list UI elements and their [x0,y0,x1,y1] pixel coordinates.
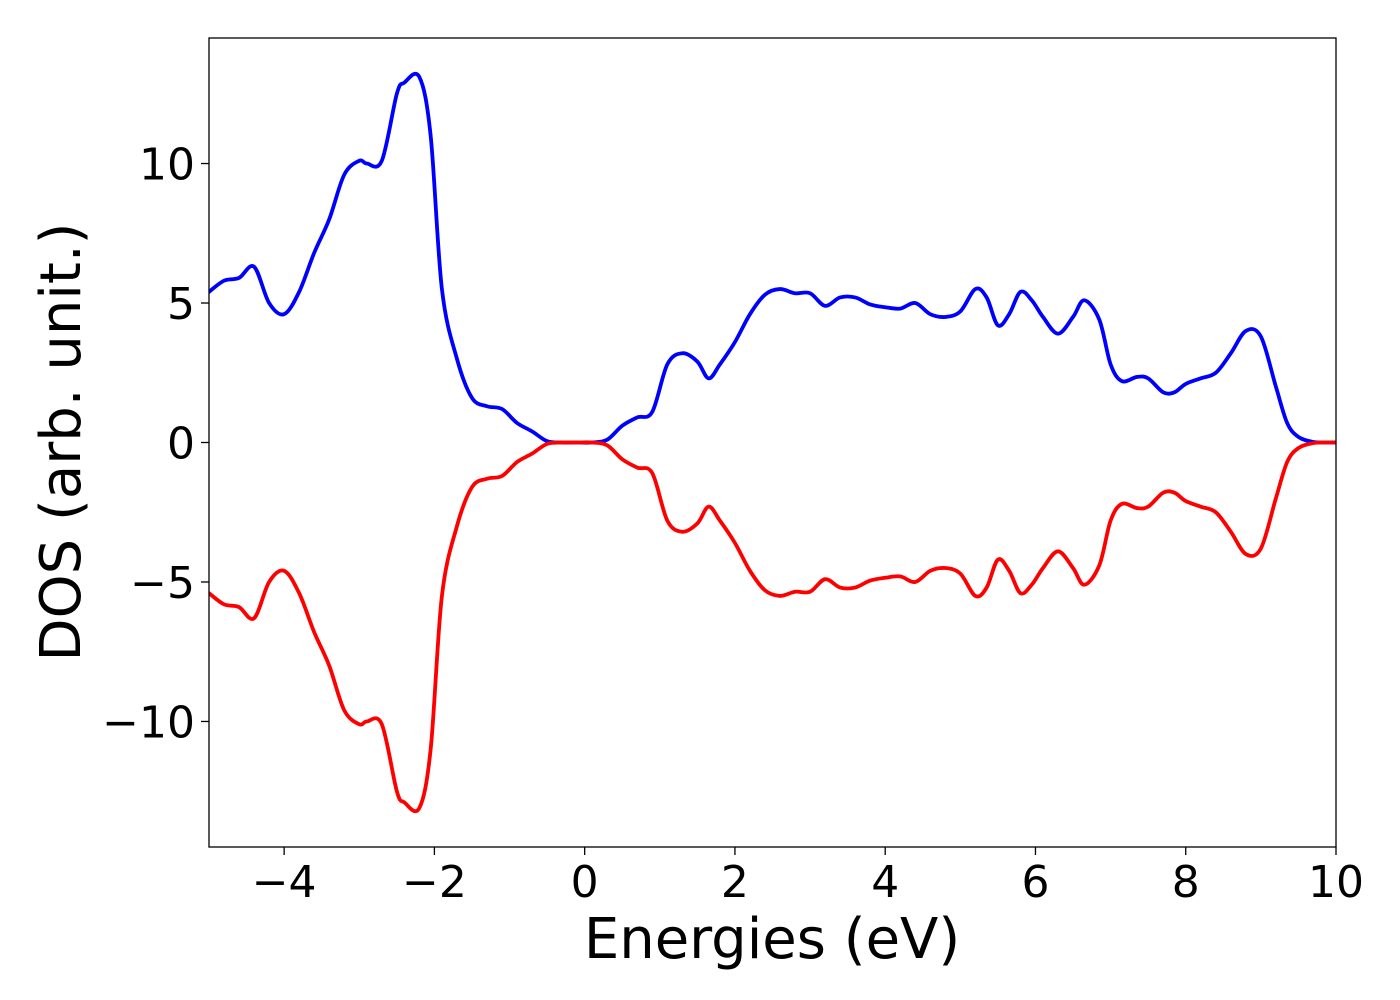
y-tick-label: −10 [102,697,195,748]
x-axis-label: Energies (eV) [584,907,960,972]
x-tick-label: −2 [402,857,467,908]
series-layer [209,71,1336,814]
x-tick-label: 0 [571,857,599,908]
y-tick-label: 0 [167,419,195,470]
x-axis: −4 −2 0 2 4 6 8 10 [252,847,1364,908]
y-tick-label: 10 [139,140,195,191]
y-axis: −10 −5 0 5 10 [102,140,209,748]
x-tick-label: 2 [721,857,749,908]
x-tick-label: 4 [871,857,899,908]
series-line-1 [209,440,1336,814]
x-tick-label: 6 [1021,857,1049,908]
x-tick-label: −4 [252,857,317,908]
y-tick-label: 5 [167,279,195,330]
y-axis-label: DOS (arb. unit.) [29,222,94,661]
series-line-0 [209,71,1336,445]
y-tick-label: −5 [130,558,195,609]
x-tick-label: 8 [1172,857,1200,908]
x-tick-label: 10 [1308,857,1364,908]
